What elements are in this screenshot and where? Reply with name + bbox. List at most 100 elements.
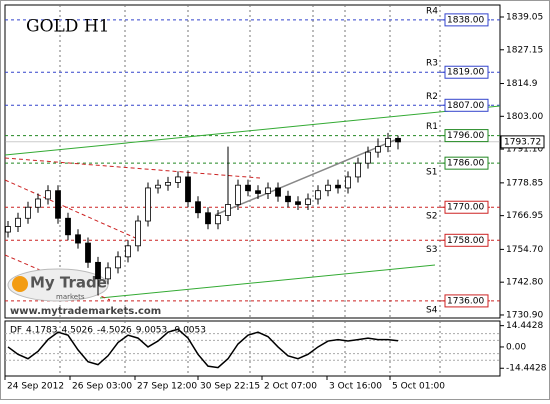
candle-body bbox=[55, 190, 61, 219]
trend-line bbox=[214, 139, 396, 216]
trend-line bbox=[4, 179, 141, 241]
y-tick-label: 1839.05 bbox=[506, 12, 543, 22]
level-label: 1819.00 bbox=[447, 68, 484, 78]
level-name: S4 bbox=[426, 305, 438, 315]
level-box bbox=[444, 294, 489, 308]
x-tick-label: 5 Oct 01:00 bbox=[392, 382, 445, 392]
level-label: 1736.00 bbox=[447, 296, 484, 306]
x-tick-label: 27 Sep 12:00 bbox=[137, 382, 197, 392]
level-name: R2 bbox=[426, 92, 438, 102]
last-price-label: 1793.72 bbox=[504, 137, 541, 147]
chart-title: GOLD H1 bbox=[26, 17, 109, 37]
indicator-panel bbox=[4, 320, 501, 377]
candle-body bbox=[375, 146, 381, 153]
candle-body bbox=[15, 217, 21, 227]
level-box bbox=[444, 98, 489, 112]
candle-body bbox=[295, 201, 301, 205]
candle-body bbox=[35, 198, 41, 208]
watermark: www.mytrademarkets.com bbox=[10, 306, 161, 317]
level-box bbox=[444, 200, 489, 214]
level-box bbox=[444, 13, 489, 27]
y-tick-label: 1730.90 bbox=[506, 310, 543, 320]
candle-body bbox=[245, 184, 251, 192]
candle-body bbox=[265, 187, 271, 194]
candle-body bbox=[235, 184, 241, 205]
candle-body bbox=[165, 182, 171, 186]
y-tick-label: 1778.85 bbox=[506, 178, 543, 188]
candle-body bbox=[115, 256, 121, 269]
candle-body bbox=[75, 234, 81, 244]
candle-body bbox=[315, 190, 321, 200]
candle-body bbox=[195, 201, 201, 214]
candle-body bbox=[395, 137, 401, 143]
candle-body bbox=[185, 176, 191, 203]
level-name: S1 bbox=[426, 168, 437, 178]
indicator-readout: 9.0053 bbox=[136, 326, 168, 336]
x-tick-label: 30 Sep 22:15 bbox=[200, 382, 260, 392]
candle-body bbox=[215, 215, 221, 225]
x-tick-label: 2 Oct 07:00 bbox=[264, 382, 317, 392]
candle-body bbox=[95, 261, 101, 280]
trend-line bbox=[99, 264, 436, 299]
level-box bbox=[444, 156, 489, 170]
level-box bbox=[444, 129, 489, 143]
candle-body bbox=[335, 184, 341, 189]
candle-body bbox=[105, 267, 111, 280]
candle-body bbox=[5, 226, 11, 233]
y-tick-label: 1791.10 bbox=[506, 145, 543, 155]
indicator-readout: -4.5026 bbox=[97, 326, 132, 336]
candle-body bbox=[205, 212, 211, 225]
candle-body bbox=[365, 151, 371, 164]
level-box bbox=[444, 65, 489, 79]
candle-body bbox=[325, 184, 331, 192]
candle-body bbox=[225, 204, 231, 216]
candle-body bbox=[345, 176, 351, 189]
indicator-readout: -9.0053 bbox=[171, 326, 206, 336]
level-box bbox=[444, 233, 489, 247]
indicator-readout: 4.5026 bbox=[62, 326, 94, 336]
y-tick-label: 1766.95 bbox=[506, 211, 543, 221]
candle-body bbox=[275, 187, 281, 197]
y-tick-label: 1827.15 bbox=[506, 45, 543, 55]
y-tick-label: 1742.80 bbox=[506, 278, 543, 288]
level-name: R3 bbox=[426, 59, 438, 69]
candle-body bbox=[45, 190, 51, 200]
trend-line bbox=[4, 105, 501, 156]
indicator-readout: 4.1783 bbox=[26, 326, 58, 336]
level-label: 1786.00 bbox=[447, 159, 484, 169]
candle-body bbox=[125, 245, 131, 258]
x-tick-label: 24 Sep 2012 bbox=[7, 382, 64, 392]
trend-line bbox=[4, 157, 261, 179]
x-tick-label: 3 Oct 16:00 bbox=[329, 382, 382, 392]
x-tick-label: 26 Sep 03:00 bbox=[72, 382, 132, 392]
level-name: R1 bbox=[426, 122, 438, 132]
last-price-box bbox=[500, 135, 545, 149]
level-name: S3 bbox=[426, 245, 437, 255]
candle-body bbox=[255, 190, 261, 194]
y-tick-label: 14.4428 bbox=[506, 321, 543, 331]
candle-body bbox=[305, 198, 311, 205]
candle-body bbox=[25, 206, 31, 219]
level-label: 1838.00 bbox=[447, 15, 484, 25]
candle-body bbox=[285, 195, 291, 203]
candle-body bbox=[175, 176, 181, 183]
indicator-line bbox=[7, 328, 399, 369]
candle-body bbox=[65, 217, 71, 236]
y-tick-label: -14.4428 bbox=[506, 364, 547, 374]
y-tick-label: 0.00 bbox=[506, 342, 526, 352]
y-tick-label: 1814.9 bbox=[506, 79, 538, 89]
level-name: R4 bbox=[426, 6, 438, 16]
y-tick-label: 1754.70 bbox=[506, 245, 543, 255]
logo-sub: markets bbox=[56, 293, 85, 301]
candle-body bbox=[135, 220, 141, 247]
candle-body bbox=[145, 187, 151, 222]
candle-body bbox=[355, 162, 361, 178]
candle-body bbox=[85, 242, 91, 263]
logo-badge bbox=[7, 268, 109, 302]
level-label: 1758.00 bbox=[447, 236, 484, 246]
level-label: 1807.00 bbox=[447, 101, 484, 111]
logo-name: My Trade bbox=[30, 274, 107, 292]
level-label: 1770.00 bbox=[447, 203, 484, 213]
